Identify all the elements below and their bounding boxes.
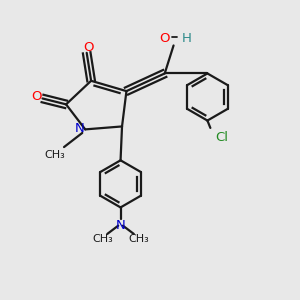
Text: O: O bbox=[83, 41, 93, 54]
Text: N: N bbox=[116, 219, 125, 232]
Text: O: O bbox=[160, 32, 170, 45]
Text: CH₃: CH₃ bbox=[92, 234, 113, 244]
Text: Cl: Cl bbox=[216, 131, 229, 144]
Text: H: H bbox=[182, 32, 192, 45]
Text: CH₃: CH₃ bbox=[45, 150, 66, 160]
Text: O: O bbox=[31, 91, 41, 103]
Text: CH₃: CH₃ bbox=[128, 234, 149, 244]
Text: N: N bbox=[75, 122, 85, 135]
